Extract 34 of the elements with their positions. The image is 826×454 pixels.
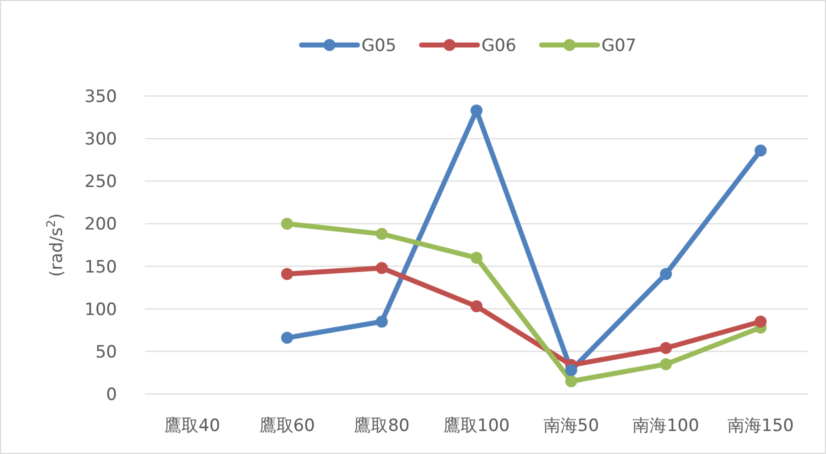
x-tick-label: 鷹取80 — [354, 416, 410, 436]
point — [470, 300, 482, 312]
point — [660, 358, 672, 370]
y-tick-label: 350 — [84, 87, 117, 107]
point — [470, 104, 482, 116]
y-tick-label: 50 — [95, 342, 117, 362]
point — [565, 375, 578, 388]
x-tick-label: 南海100 — [632, 416, 700, 436]
point — [281, 332, 294, 344]
y-tick-label: 150 — [84, 257, 117, 278]
point — [376, 316, 388, 328]
y-tick-label: 0 — [106, 385, 117, 405]
point — [281, 218, 294, 230]
point — [376, 228, 388, 240]
y-tick-label: 100 — [84, 300, 117, 320]
point — [565, 364, 578, 376]
y-tick-label: 200 — [84, 214, 117, 235]
legend-label: G05 — [362, 36, 396, 56]
point — [660, 342, 672, 354]
x-tick-label: 南海50 — [543, 416, 600, 436]
point — [281, 268, 294, 280]
point — [376, 262, 388, 274]
y-tick-label: 250 — [84, 172, 117, 192]
x-tick-label: 鷹取100 — [443, 416, 510, 436]
point — [660, 268, 672, 280]
x-tick-label: 鷹取40 — [164, 416, 220, 436]
y-tick-label: 300 — [84, 130, 117, 150]
legend-label: G06 — [482, 36, 516, 56]
point — [754, 144, 767, 156]
x-tick-label: 南海150 — [727, 416, 794, 436]
point — [470, 252, 482, 264]
x-tick-label: 鷹取60 — [259, 416, 315, 436]
point — [754, 316, 767, 328]
legend-label: G07 — [602, 36, 636, 56]
